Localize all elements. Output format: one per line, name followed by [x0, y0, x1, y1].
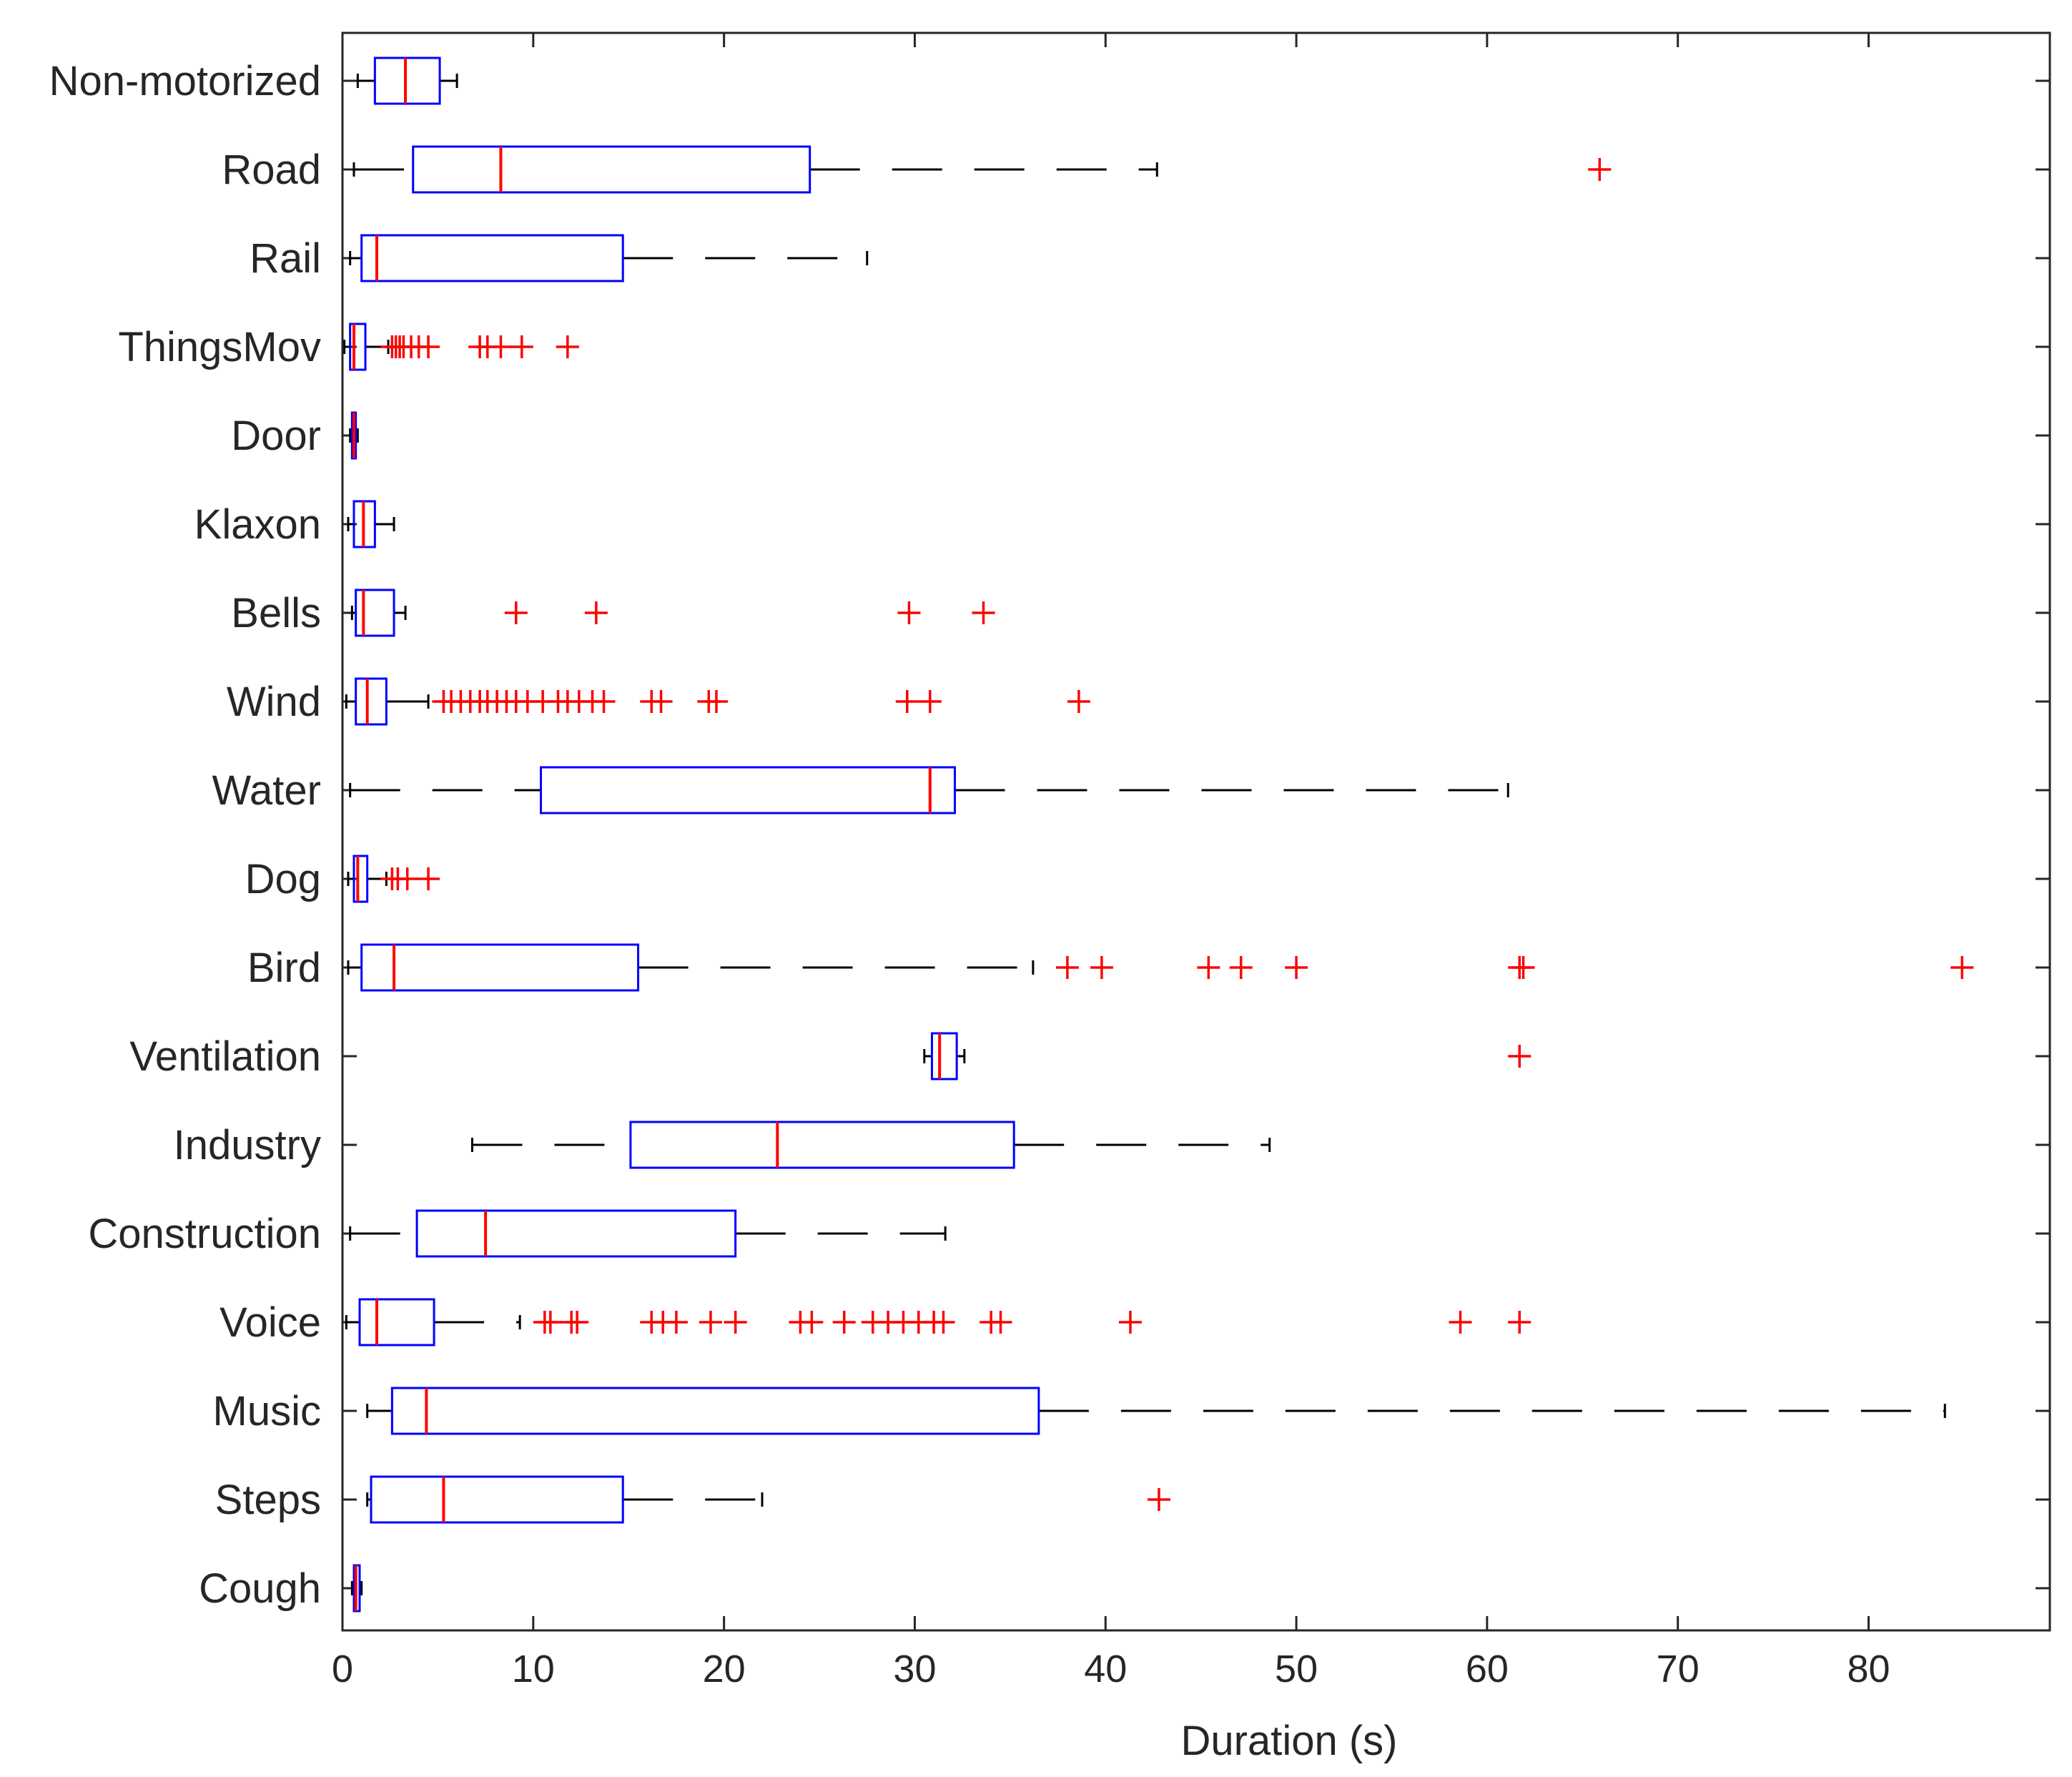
category-label: Voice: [219, 1299, 321, 1346]
outlier-marker: [972, 601, 995, 624]
category-label: ThingsMov: [118, 324, 321, 370]
outlier-marker: [664, 1311, 688, 1334]
outlier-marker: [584, 601, 608, 624]
iqr-box: [373, 56, 441, 105]
category-label: Wind: [227, 679, 321, 725]
outlier-marker: [1511, 956, 1535, 979]
category-label: Road: [222, 147, 321, 193]
category-label: Door: [231, 413, 321, 459]
iqr-box: [390, 1387, 1040, 1435]
outlier-marker: [417, 867, 440, 890]
iqr-box: [415, 1209, 737, 1258]
outlier-marker: [1950, 956, 1974, 979]
x-tick-label: 10: [512, 1648, 555, 1690]
category-label: Steps: [215, 1477, 321, 1523]
iqr-box: [360, 943, 640, 992]
category-label: Industry: [174, 1122, 321, 1168]
iqr-box: [412, 145, 811, 194]
outlier-marker: [1285, 956, 1308, 979]
outlier-marker: [489, 335, 513, 358]
category-label: Water: [212, 767, 321, 814]
plot-marks: [341, 33, 2050, 1630]
category-label: Bird: [247, 945, 321, 991]
iqr-box: [355, 677, 388, 726]
outlier-marker: [1229, 956, 1253, 979]
outlier-marker: [800, 1311, 824, 1334]
x-tick-label: 20: [703, 1648, 746, 1690]
outlier-marker: [649, 690, 673, 713]
x-tick-label: 30: [893, 1648, 936, 1690]
x-tick-label: 60: [1466, 1648, 1509, 1690]
x-tick-labels: 0 10 20 30 40 50 60 70 80: [332, 1648, 1890, 1690]
x-tick-label: 80: [1847, 1648, 1890, 1690]
iqr-box: [370, 1475, 624, 1524]
outlier-marker: [1449, 1311, 1472, 1334]
category-label: Non-motorized: [49, 58, 321, 104]
outlier-marker: [1508, 1311, 1531, 1334]
category-label: Rail: [250, 235, 321, 282]
outlier-marker: [556, 335, 579, 358]
x-tick-label: 50: [1275, 1648, 1318, 1690]
y-tick-labels: Non-motorized Road Rail ThingsMov Door Klaxon…: [49, 58, 321, 1612]
outlier-marker: [832, 1311, 856, 1334]
x-axis-label: Duration (s): [1181, 1718, 1398, 1764]
outlier-marker: [704, 690, 728, 713]
iqr-box: [352, 855, 369, 903]
iqr-box: [349, 323, 367, 371]
outlier-marker: [395, 867, 419, 890]
outlier-marker: [1508, 1045, 1531, 1068]
outlier-marker: [1118, 1311, 1142, 1334]
outlier-marker: [504, 601, 528, 624]
outlier-marker: [1055, 956, 1079, 979]
category-label: Klaxon: [194, 501, 321, 548]
outlier-marker: [538, 1311, 562, 1334]
outlier-marker: [592, 690, 616, 713]
outlier-marker: [724, 1311, 747, 1334]
category-label: Ventilation: [129, 1033, 321, 1080]
category-label: Cough: [199, 1565, 321, 1612]
outlier-marker: [1090, 956, 1113, 979]
outlier-marker: [699, 1311, 722, 1334]
iqr-box: [539, 766, 956, 814]
iqr-box: [930, 1032, 958, 1081]
iqr-box: [355, 589, 395, 637]
outlier-marker: [1588, 158, 1612, 181]
x-tick-label: 70: [1657, 1648, 1699, 1690]
outlier-marker: [566, 1311, 589, 1334]
iqr-box: [629, 1121, 1015, 1169]
outlier-marker: [918, 690, 942, 713]
outlier-marker: [417, 335, 440, 358]
category-label: Music: [213, 1388, 321, 1434]
outlier-marker: [895, 690, 919, 713]
outlier-marker: [1147, 1488, 1170, 1511]
outlier-marker: [1197, 956, 1220, 979]
outlier-marker: [510, 335, 533, 358]
category-label: Dog: [245, 856, 321, 902]
iqr-box: [360, 234, 624, 282]
x-tick-label: 0: [332, 1648, 353, 1690]
category-label: Construction: [88, 1211, 321, 1257]
outlier-marker: [1067, 690, 1090, 713]
outlier-marker: [932, 1311, 955, 1334]
outlier-marker: [989, 1311, 1012, 1334]
outlier-marker: [897, 601, 921, 624]
plot-frame: [341, 31, 2051, 1632]
category-label: Bells: [231, 590, 321, 636]
iqr-box: [358, 1298, 435, 1347]
x-tick-label: 40: [1084, 1648, 1127, 1690]
